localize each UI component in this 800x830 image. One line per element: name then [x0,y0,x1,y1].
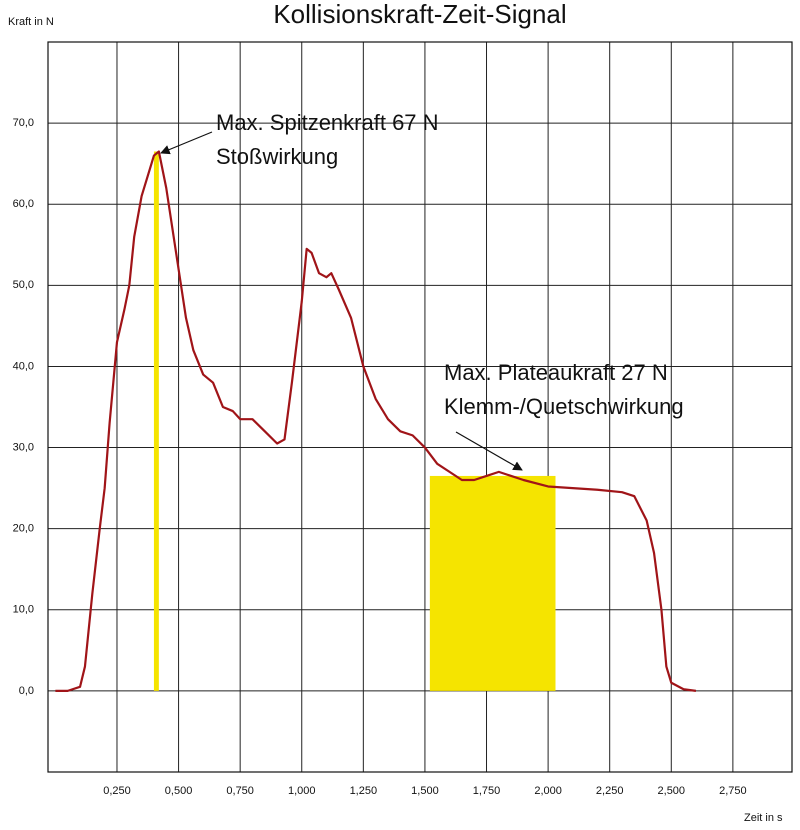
y-tick-label: 60,0 [13,198,34,210]
force-line [55,150,697,692]
y-tick-label: 0,0 [19,685,34,697]
grid [48,42,792,772]
marks [55,150,697,692]
highlight [429,475,556,691]
y-tick-label: 50,0 [13,279,34,291]
y-tick-label: 10,0 [13,604,34,616]
x-tick-label: 1,750 [473,785,501,797]
y-tick-label: 70,0 [13,117,34,129]
annotation: Max. Plateaukraft 27 N [444,360,668,385]
x-tick-label: 0,250 [103,785,131,797]
y-tick-label: 30,0 [13,441,34,453]
annotation: Klemm-/Quetschwirkung [444,394,684,419]
x-axis-label: Zeit in s [744,812,783,824]
annotation: Max. Spitzenkraft 67 N [216,110,439,135]
x-tick-label: 1,000 [288,785,316,797]
x-tick-label: 1,250 [350,785,378,797]
y-tick-label: 40,0 [13,360,34,372]
x-tick-label: 0,750 [226,785,254,797]
plot-border [47,41,793,773]
y-axis-label: Kraft in N [8,16,54,28]
y-tick-label: 20,0 [13,523,34,535]
x-tick-label: 0,500 [165,785,193,797]
annotation-arrow [455,431,523,471]
chart-title: Kollisionskraft-Zeit-Signal [273,0,566,29]
annotation-arrow [160,131,213,155]
x-tick-label: 2,000 [534,785,562,797]
x-tick-label: 2,500 [658,785,686,797]
x-tick-label: 1,500 [411,785,439,797]
x-tick-label: 2,250 [596,785,624,797]
x-tick-label: 2,750 [719,785,747,797]
highlight [153,151,159,691]
annotation: Stoßwirkung [216,144,338,169]
